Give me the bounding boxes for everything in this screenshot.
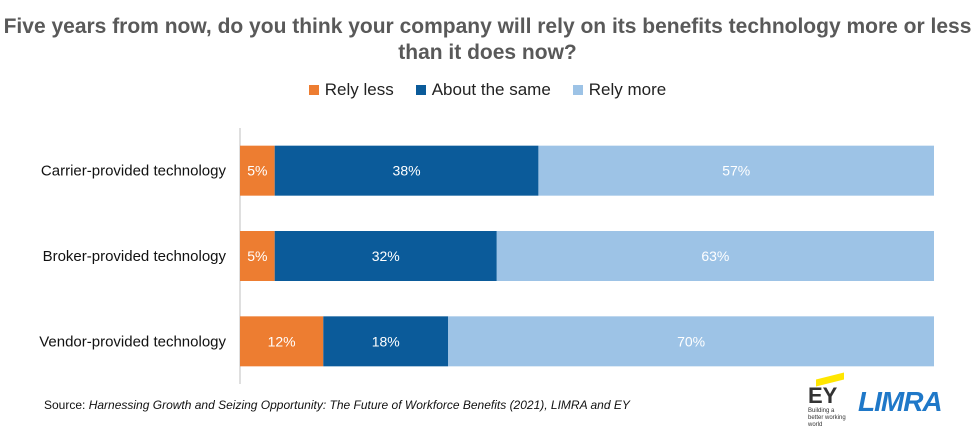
bar-segment (240, 231, 275, 281)
source-note: Source: Harnessing Growth and Seizing Op… (44, 398, 630, 412)
legend-swatch-rely-more (572, 85, 583, 95)
legend-swatch-about-the-same (415, 85, 426, 95)
data-label: 18% (372, 333, 400, 349)
legend-label-about-the-same: About the same (431, 80, 551, 99)
bar-segment (323, 316, 449, 367)
category-label: Broker-provided technology (43, 248, 227, 265)
data-label: 5% (247, 163, 267, 179)
chart-legend: Rely less About the same Rely more (0, 80, 975, 100)
legend-item-about-the-same: About the same (415, 80, 551, 100)
category-label: Vendor-provided technology (39, 333, 226, 350)
source-prefix: Source: (44, 398, 89, 412)
bar-segment (274, 145, 539, 196)
bar-segment (448, 316, 934, 367)
ey-logo-text: EY (808, 383, 838, 408)
legend-label-rely-more: Rely more (588, 80, 667, 99)
bar-segment (496, 231, 934, 281)
data-label: 12% (268, 333, 296, 349)
ey-logo: EY Building a better working world (808, 372, 848, 428)
bar-segment (240, 316, 324, 367)
ey-logo-tagline: Building a better working world (808, 408, 846, 428)
data-label: 38% (393, 163, 421, 179)
category-label: Carrier-provided technology (41, 163, 227, 180)
chart-title: Five years from now, do you think your c… (3, 15, 972, 64)
legend-label-rely-less: Rely less (324, 80, 394, 99)
bar-segment (274, 231, 497, 281)
bar-segment (240, 145, 275, 196)
source-text: Harnessing Growth and Seizing Opportunit… (88, 398, 630, 412)
bar-segment (538, 145, 934, 196)
limra-logo: LIMRA (858, 386, 943, 417)
data-label: 57% (722, 163, 750, 179)
legend-item-rely-more: Rely more (572, 80, 667, 100)
data-label: 70% (677, 333, 705, 349)
data-label: 63% (701, 248, 729, 264)
legend-item-rely-less: Rely less (308, 80, 394, 100)
data-label: 32% (372, 248, 400, 264)
data-label: 5% (247, 248, 267, 264)
legend-swatch-rely-less (308, 85, 319, 95)
